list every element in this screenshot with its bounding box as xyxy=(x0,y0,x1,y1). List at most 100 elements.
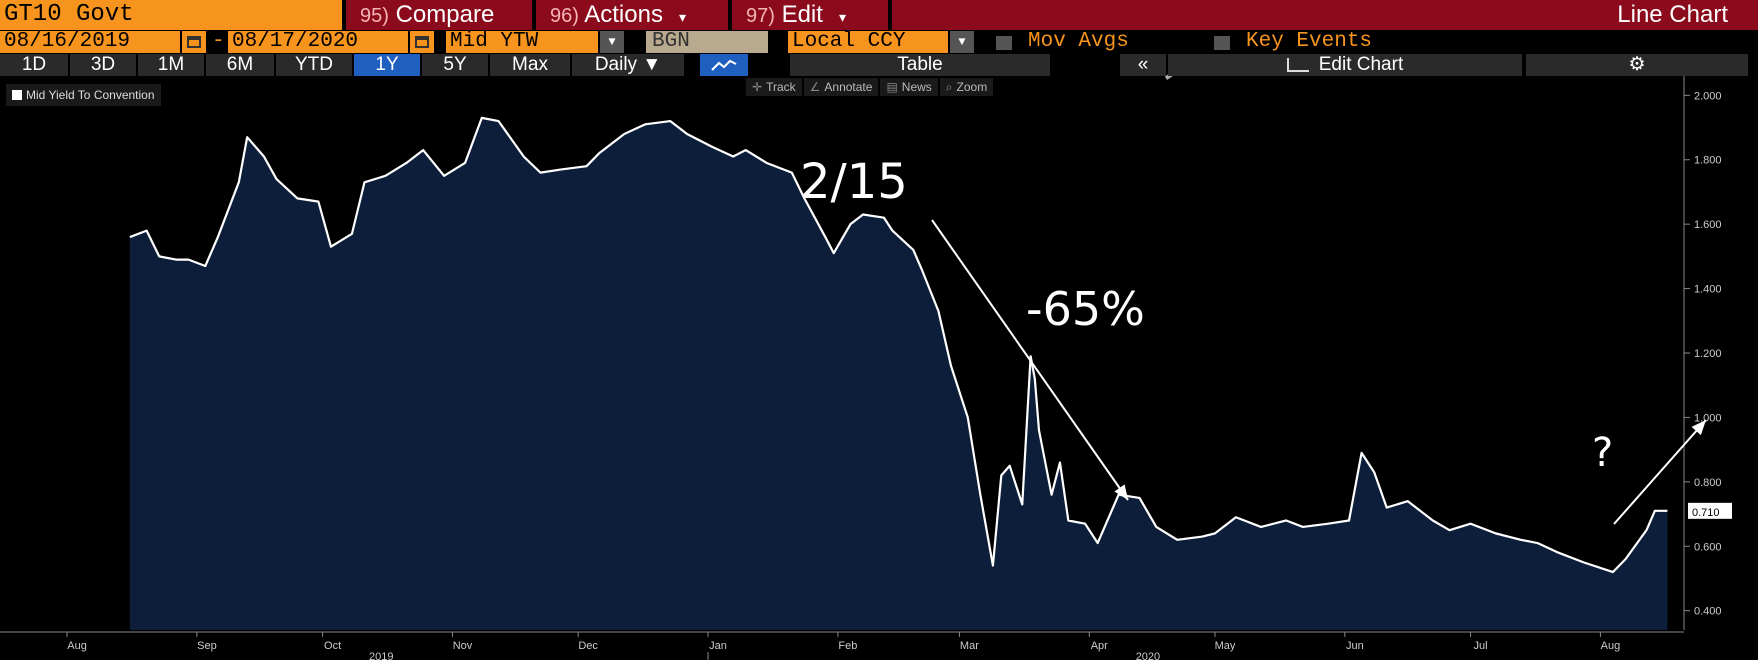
legend-label: Mid Yield To Convention xyxy=(26,88,155,102)
edit-label: Edit xyxy=(781,1,823,28)
downtrend-arrow-head xyxy=(1114,484,1128,500)
tab-6m[interactable]: 6M xyxy=(206,54,274,76)
x-tick-label: Jun xyxy=(1346,640,1364,652)
actions-number: 96) xyxy=(550,5,579,27)
news-tool[interactable]: ▤ News xyxy=(880,78,938,96)
line-chart-icon[interactable] xyxy=(700,54,748,76)
actions-label: Actions xyxy=(584,1,663,28)
tab-5y[interactable]: 5Y xyxy=(422,54,488,76)
tab-max[interactable]: Max xyxy=(490,54,570,76)
x-tick-label: Jan xyxy=(709,640,727,652)
y-tick-label: 2.000 xyxy=(1694,90,1722,102)
frequency-select[interactable]: Daily ▼ xyxy=(572,54,684,76)
command-bar: GT10 Govt 95) Compare 96) Actions ▾ 97) E… xyxy=(0,0,1758,30)
params-bar: 08/16/2019 - 08/17/2020 Mid YTW ▼ BGN Lo… xyxy=(0,30,1758,80)
page-title: Line Chart xyxy=(892,0,1758,30)
x-tick-label: Apr xyxy=(1091,640,1108,652)
track-tool[interactable]: ✛ Track xyxy=(746,78,802,96)
tab-1m[interactable]: 1M xyxy=(138,54,204,76)
series-line xyxy=(129,116,1668,574)
tab-3d[interactable]: 3D xyxy=(70,54,136,76)
annotation-date: 2/15 xyxy=(800,154,908,210)
x-tick-label: May xyxy=(1215,640,1236,652)
ticker-field[interactable]: GT10 Govt xyxy=(0,0,342,30)
field-select[interactable]: Mid YTW xyxy=(446,31,598,53)
y-tick-label: 1.200 xyxy=(1694,348,1722,360)
y-tick-label: 0.400 xyxy=(1694,606,1722,618)
edit-chart-icon xyxy=(1286,58,1309,72)
collapse-button[interactable]: « xyxy=(1120,54,1166,76)
downtrend-arrow xyxy=(931,219,1129,501)
annotate-tool[interactable]: ∠ Annotate xyxy=(803,78,879,96)
edit-chevron-icon: ▾ xyxy=(838,9,846,25)
y-tick-label: 1.400 xyxy=(1694,284,1722,296)
track-label: Track xyxy=(766,80,796,94)
date-separator: - xyxy=(212,30,225,53)
mov-avgs-label[interactable]: Mov Avgs xyxy=(1028,30,1129,53)
zoom-label: Zoom xyxy=(956,80,988,94)
x-tick-label: Aug xyxy=(67,640,87,652)
end-date-field[interactable]: 08/17/2020 xyxy=(228,31,408,53)
calendar-icon[interactable] xyxy=(410,31,434,53)
tab-ytd[interactable]: YTD xyxy=(276,54,352,76)
key-events-checkbox[interactable] xyxy=(1214,36,1230,50)
x-tick-label: Oct xyxy=(324,640,341,652)
crosshair-icon: ✛ xyxy=(752,80,763,94)
y-tick-label: 0.600 xyxy=(1694,541,1722,553)
period-tabs: 1D 3D 1M 6M YTD 1Y 5Y Max Daily ▼ Table … xyxy=(0,54,1758,76)
uptrend-arrow xyxy=(1613,419,1707,525)
chart-legend[interactable]: Mid Yield To Convention xyxy=(6,84,161,106)
chart-plot-area xyxy=(129,116,1668,631)
tab-1y[interactable]: 1Y xyxy=(354,54,420,76)
y-axis: 0.400 0.600 0.800 1.000 1.200 1.400 1.600 1.800… xyxy=(1683,76,1732,630)
uptrend-arrow-head xyxy=(1691,420,1706,436)
annotation-arrows xyxy=(931,219,1707,525)
year-label: 2019 xyxy=(369,651,393,660)
annotate-label: Annotate xyxy=(824,80,873,94)
y-tick-label: 0.800 xyxy=(1694,477,1722,489)
zoom-tool[interactable]: ⌕ Zoom xyxy=(939,78,994,96)
x-tick-label: Feb xyxy=(838,640,857,652)
y-tick-label: 1.000 xyxy=(1694,412,1722,424)
x-tick-label: Nov xyxy=(453,640,473,652)
compare-button[interactable]: 95) Compare xyxy=(346,0,532,30)
x-axis: Aug Sep Oct Nov Dec Jan Feb Mar Apr May Jun Jul Aug 2… xyxy=(0,631,1684,660)
tab-1d[interactable]: 1D xyxy=(0,54,68,76)
x-tick-label: Mar xyxy=(960,640,979,652)
start-date-field[interactable]: 08/16/2019 xyxy=(0,31,180,53)
table-button[interactable]: Table xyxy=(790,54,1050,76)
annotation-percent-change: -65% xyxy=(1026,282,1145,336)
key-events-label[interactable]: Key Events xyxy=(1246,30,1373,53)
field-dropdown-icon[interactable]: ▼ xyxy=(600,31,624,53)
actions-menu[interactable]: 96) Actions ▾ xyxy=(536,0,728,30)
calendar-icon[interactable] xyxy=(182,31,206,53)
edit-chart-label: Edit Chart xyxy=(1318,54,1404,75)
chart-tools: ✛ Track ∠ Annotate ▤ News ⌕ Zoom xyxy=(746,78,994,96)
yield-chart[interactable]: 0.400 0.600 0.800 1.000 1.200 1.400 1.600 1.800… xyxy=(0,76,1758,660)
news-icon: ▤ xyxy=(886,80,898,94)
x-tick-label: Sep xyxy=(197,640,217,652)
series-area xyxy=(129,117,1668,631)
y-tick-label: 1.600 xyxy=(1694,219,1722,231)
annotation-question: ? xyxy=(1592,430,1614,476)
y-tick-label: 1.800 xyxy=(1694,155,1722,167)
edit-number: 97) xyxy=(746,5,775,27)
x-tick-label: Jul xyxy=(1473,640,1487,652)
last-value-label: 0.710 xyxy=(1692,507,1720,519)
gear-icon[interactable]: ⚙ xyxy=(1526,54,1748,76)
news-label: News xyxy=(901,80,932,94)
x-tick-label: Dec xyxy=(578,640,598,652)
currency-dropdown-icon[interactable]: ▼ xyxy=(950,31,974,53)
actions-chevron-icon: ▾ xyxy=(678,9,686,25)
currency-select[interactable]: Local CCY xyxy=(788,31,948,53)
last-value-badge xyxy=(1688,502,1732,519)
year-label: 2020 xyxy=(1136,651,1160,660)
edit-menu[interactable]: 97) Edit ▾ xyxy=(732,0,888,30)
source-field[interactable]: BGN xyxy=(646,31,768,53)
zoom-icon: ⌕ xyxy=(945,80,953,94)
edit-chart-button[interactable]: Edit Chart xyxy=(1168,54,1522,76)
x-tick-label: Aug xyxy=(1601,640,1621,652)
compare-number: 95) xyxy=(360,5,389,27)
mov-avgs-checkbox[interactable] xyxy=(996,36,1012,50)
legend-swatch xyxy=(12,90,22,100)
